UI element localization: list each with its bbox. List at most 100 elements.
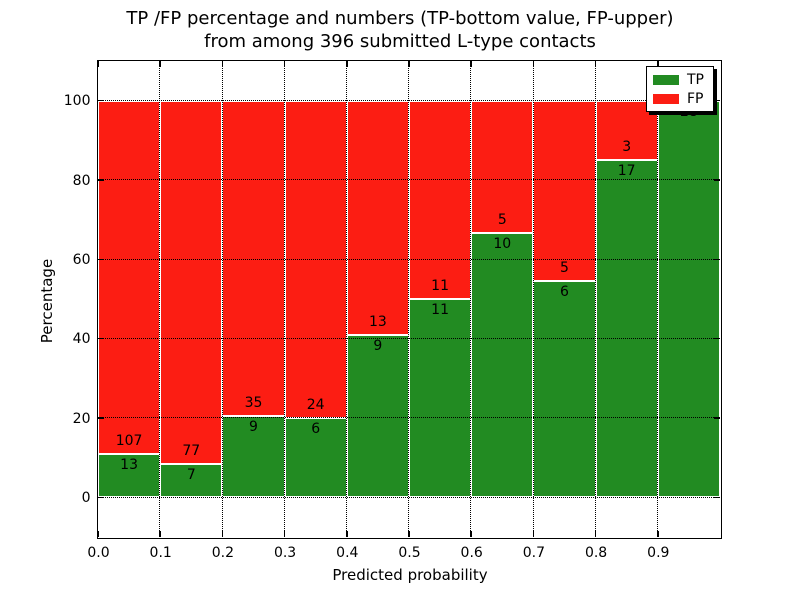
bar-tp-segment — [471, 232, 534, 498]
y-tick-label: 60 — [72, 251, 91, 268]
x-tick — [532, 531, 535, 537]
gridline-vertical — [470, 61, 472, 537]
tp-color-swatch — [653, 74, 679, 85]
fp-count-label: 11 — [431, 278, 449, 294]
x-tick — [221, 531, 224, 537]
fp-count-label: 3 — [622, 139, 632, 156]
fp-color-swatch — [653, 93, 679, 104]
tp-count-label: 17 — [617, 163, 636, 180]
bar-fp-segment — [346, 100, 409, 336]
tp-count-label: 10 — [493, 235, 512, 252]
gridline-horizontal — [98, 417, 720, 419]
gridline-horizontal — [98, 258, 720, 260]
y-tick-label: 0 — [81, 489, 91, 506]
gridline-vertical — [657, 61, 658, 537]
y-tick-label: 100 — [63, 93, 91, 110]
legend-label-fp: FP — [687, 90, 704, 107]
x-tick — [470, 531, 472, 537]
bar-tp-segment — [346, 335, 409, 498]
x-tick-label: 0.1 — [149, 545, 172, 561]
y-tick — [714, 179, 720, 181]
x-tick — [159, 61, 161, 67]
legend: TP FP — [646, 66, 714, 112]
x-tick — [283, 531, 286, 537]
x-tick — [657, 61, 659, 67]
y-tick-label: 40 — [72, 331, 91, 348]
bar-fp-segment — [409, 100, 472, 299]
y-tick — [98, 496, 104, 499]
legend-item-fp: FP — [653, 91, 707, 107]
x-tick — [97, 531, 99, 537]
gridline-vertical — [221, 61, 223, 537]
gridline-horizontal — [98, 337, 720, 339]
gridline-horizontal — [98, 496, 720, 498]
bar-tp-segment — [284, 418, 347, 498]
x-tick-label: 0.6 — [460, 545, 483, 561]
y-tick — [714, 417, 720, 419]
x-tick — [532, 61, 535, 67]
x-tick — [346, 531, 348, 537]
chart-title-line1: TP /FP percentage and numbers (TP-bottom… — [126, 8, 674, 29]
x-tick — [221, 61, 224, 67]
tp-count-label: 6 — [311, 421, 321, 437]
gridline-vertical — [532, 61, 534, 537]
x-tick — [408, 61, 410, 67]
bar-tp-segment — [160, 464, 223, 498]
bar-tp-segment — [98, 454, 161, 498]
plot-area: 1310777793562491311111056517328 — [97, 60, 722, 539]
y-tick — [714, 258, 720, 261]
x-tick-label: 0.4 — [336, 545, 359, 561]
tp-count-label: 9 — [373, 338, 383, 355]
y-tick-label: 20 — [72, 410, 91, 427]
x-tick-label: 0.7 — [522, 545, 546, 561]
gridline-vertical — [159, 61, 161, 537]
x-tick — [97, 61, 99, 67]
y-tick — [98, 179, 104, 181]
x-tick — [657, 531, 659, 537]
y-tick — [714, 337, 720, 340]
y-tick — [98, 258, 104, 261]
bar-fp-segment — [160, 100, 223, 465]
chart-title-line2: from among 396 submitted L-type contacts — [204, 31, 596, 52]
fp-count-label: 107 — [115, 433, 143, 450]
bar-tp-segment — [657, 100, 720, 498]
x-tick-label: 0.3 — [273, 545, 297, 561]
gridline-vertical — [594, 61, 596, 537]
x-tick — [594, 531, 597, 537]
bar-fp-segment — [533, 100, 596, 281]
gridline-vertical — [283, 61, 285, 537]
bar-tp-segment — [595, 160, 658, 498]
x-axis-label: Predicted probability — [332, 566, 488, 584]
x-tick-label: 0.2 — [211, 545, 235, 561]
fp-count-label: 5 — [497, 211, 507, 228]
y-tick — [98, 99, 104, 102]
y-tick — [98, 417, 104, 419]
bar-tp-segment — [533, 280, 596, 498]
bar-tp-segment — [409, 299, 472, 498]
x-tick-label: 0.5 — [398, 545, 421, 561]
x-tick-label: 0.0 — [87, 545, 110, 561]
x-tick — [408, 531, 410, 537]
y-tick — [714, 99, 720, 102]
y-tick-label: 80 — [72, 172, 91, 189]
y-axis-label: Percentage — [38, 258, 56, 344]
tp-count-label: 13 — [120, 457, 138, 474]
fp-count-label: 5 — [560, 259, 569, 276]
bar-fp-segment — [98, 100, 161, 455]
gridline-vertical — [346, 61, 347, 537]
fp-count-label: 13 — [368, 314, 387, 331]
x-tick — [594, 61, 597, 67]
x-tick — [159, 531, 161, 537]
gridline-vertical — [408, 61, 410, 537]
fp-count-label: 35 — [244, 395, 263, 412]
fp-count-label: 24 — [306, 397, 325, 413]
gridline-vertical — [97, 61, 99, 537]
legend-item-tp: TP — [653, 72, 707, 88]
legend-label-tp: TP — [687, 71, 704, 88]
x-tick-label: 0.9 — [647, 545, 670, 561]
x-tick-label: 0.8 — [584, 545, 608, 561]
tp-count-label: 9 — [249, 419, 258, 436]
y-tick — [714, 496, 720, 499]
chart-title: TP /FP percentage and numbers (TP-bottom… — [0, 7, 800, 53]
